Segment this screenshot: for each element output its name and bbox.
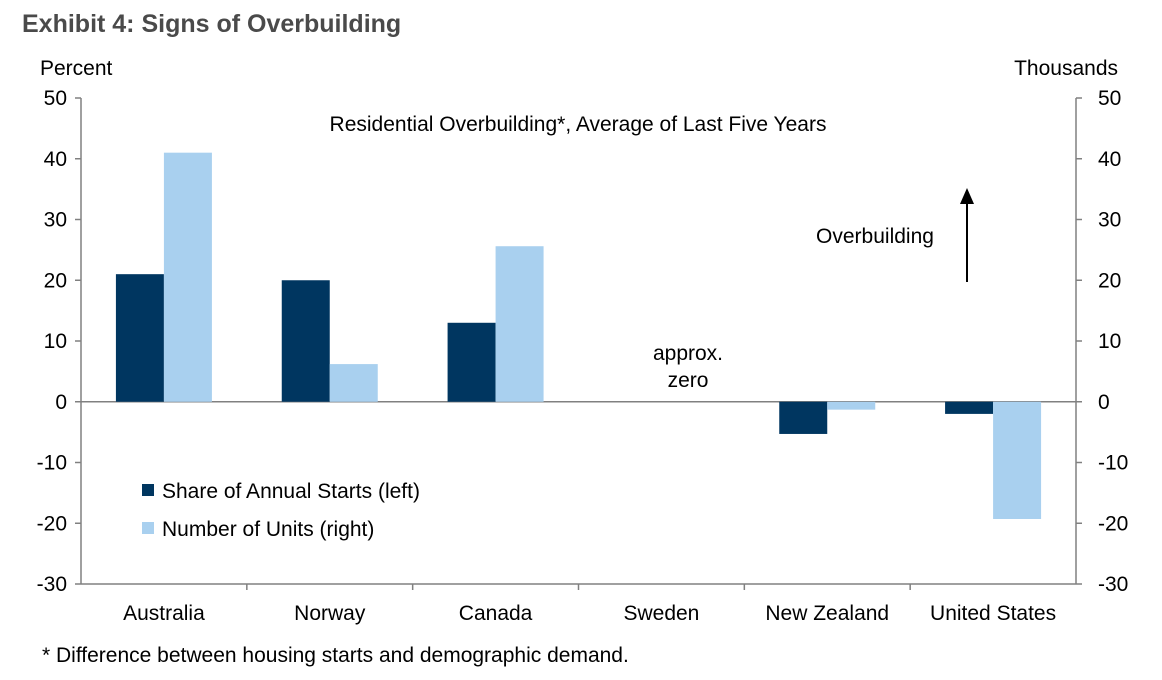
right-tick-label: -10 [1098,452,1128,475]
legend: Share of Annual Starts (left) Number of … [142,480,420,541]
bar-share-of-starts-norway [281,280,330,402]
left-tick-label: 30 [44,209,67,232]
legend-label-left: Share of Annual Starts (left) [162,480,420,503]
category-label: United States [930,602,1056,625]
bar-number-of-units-united-states [993,401,1042,519]
chart-title: Residential Overbuilding*, Average of La… [330,113,827,136]
left-tick-label: 10 [44,330,67,353]
category-label: Sweden [623,602,699,625]
category-label: New Zealand [765,602,889,625]
bar-share-of-starts-canada [447,322,496,402]
left-tick-label: -30 [37,573,67,596]
left-axis-label: Percent [40,57,113,80]
right-tick-label: 50 [1098,87,1121,110]
left-tick-label: 20 [44,269,67,292]
right-tick-label: 0 [1098,391,1110,414]
bar-number-of-units-australia [163,152,212,402]
right-tick-label: 30 [1098,209,1121,232]
bar-share-of-starts-australia [115,274,164,402]
left-tick-label: 0 [55,391,67,414]
right-tick-label: 20 [1098,269,1121,292]
right-tick-label: -20 [1098,512,1128,535]
bar-number-of-units-new-zealand [827,401,876,410]
left-tick-label: 50 [44,87,67,110]
right-tick-label: 10 [1098,330,1121,353]
left-tick-label: -20 [37,512,67,535]
legend-swatch-left [142,484,154,496]
category-label: Canada [459,602,533,625]
exhibit-title: Exhibit 4: Signs of Overbuilding [22,10,402,38]
category-label: Australia [123,602,205,625]
sweden-annotation-line1: approx. [653,342,723,365]
left-tick-label: -10 [37,452,67,475]
sweden-annotation-line2: zero [668,369,709,392]
overbuilding-arrow-icon [960,188,974,282]
right-axis-label: Thousands [1014,57,1118,80]
bar-share-of-starts-new-zealand [779,401,828,434]
category-label: Norway [294,602,366,625]
footnote: * Difference between housing starts and … [42,644,629,667]
bar-share-of-starts-united-states [945,401,994,414]
bar-number-of-units-canada [495,246,544,402]
bar-number-of-units-norway [329,364,378,402]
plot-area: 50 50 40 40 30 30 20 20 10 10 0 0 -10 -10 -20 -20 -30 -30… [37,87,1129,625]
right-tick-label: 40 [1098,148,1121,171]
legend-swatch-right [142,522,154,534]
left-tick-label: 40 [44,148,67,171]
overbuilding-annotation: Overbuilding [816,225,934,248]
legend-label-right: Number of Units (right) [162,518,374,541]
right-tick-label: -30 [1098,573,1128,596]
